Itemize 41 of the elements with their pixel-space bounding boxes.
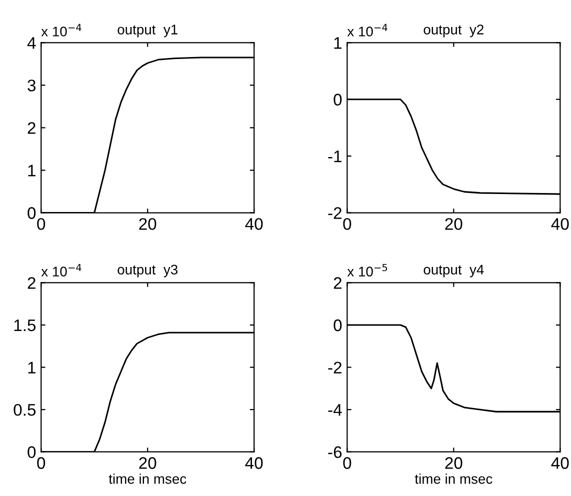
y-tick-label: 0 [28, 446, 36, 458]
x-tick-label: 0 [343, 457, 352, 469]
x-tick-label: 40 [245, 218, 263, 230]
y-tick-label: -2 [328, 362, 342, 374]
text: x 10$^{−4}$ [41, 24, 82, 36]
y-tick-label: -1 [328, 150, 342, 162]
y-tick-label: -2 [328, 207, 342, 219]
y-tick-label: 2 [28, 122, 36, 134]
y-tick-label: 3 [28, 80, 36, 92]
text: x 10$^{−4}$ [347, 24, 388, 36]
y-tick-label: 0 [334, 94, 342, 106]
y-tick-label: 1 [28, 362, 36, 374]
x-tick-label: 0 [343, 218, 352, 230]
x-tick-label: 20 [445, 457, 462, 469]
chart-title: output y4 [424, 264, 484, 278]
y-tick-label: 0.5 [14, 404, 36, 416]
x-tick-label: 40 [551, 218, 569, 230]
x-tick-label: 0 [37, 218, 46, 230]
y-tick-label: 2 [334, 277, 342, 289]
chart-title: output y3 [118, 264, 178, 278]
y-tick-label: 2 [28, 277, 36, 289]
x-tick-label: 40 [551, 457, 569, 469]
text: x 10$^{−4}$ [41, 264, 82, 276]
x-axis-title: time in msec [414, 474, 492, 484]
y-tick-label: 0 [28, 207, 36, 219]
x-tick-label: 20 [445, 218, 462, 230]
x-tick-label: 20 [139, 218, 156, 230]
x-tick-label: 40 [245, 457, 263, 469]
chart-title: output y1 [118, 24, 178, 38]
x-tick-label: 20 [139, 457, 156, 469]
x-axis-title: time in msec [108, 474, 186, 484]
x-tick-label: 0 [37, 457, 46, 469]
y-tick-label: 0 [334, 319, 342, 332]
y-tick-label: -6 [328, 446, 342, 458]
y-tick-label: 1.5 [14, 320, 36, 332]
y-tick-label: 1 [28, 164, 36, 176]
y-tick-label: -4 [328, 404, 342, 416]
chart-title: output y2 [424, 24, 484, 38]
y-tick-label: 4 [27, 37, 36, 49]
y-tick-label: 1 [334, 37, 342, 49]
text: x 10$^{−5}$ [347, 264, 388, 276]
